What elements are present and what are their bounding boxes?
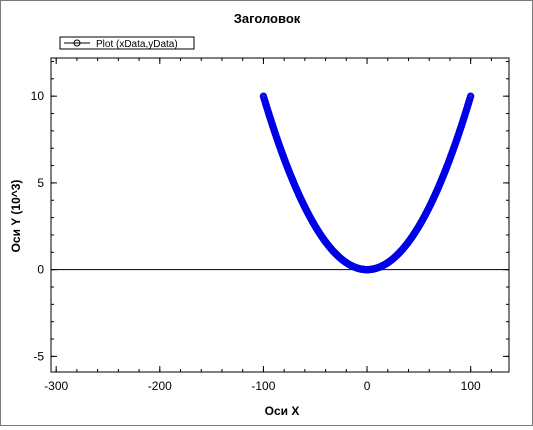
series-group xyxy=(259,92,475,274)
chart-title: Заголовок xyxy=(234,11,301,26)
y-tick-label: -5 xyxy=(33,349,44,363)
x-tick-label: 100 xyxy=(461,379,481,393)
x-tick-label: -300 xyxy=(44,379,68,393)
y-tick-label: 0 xyxy=(37,263,44,277)
legend-box xyxy=(59,36,195,50)
x-tick-label: -100 xyxy=(251,379,275,393)
legend-series-label: Plot (xData,yData) xyxy=(96,39,178,50)
x-axis-label: Оси X xyxy=(265,404,300,418)
legend: Plot (xData,yData) xyxy=(59,36,195,50)
y-axis-label: Оси Y (10^3) xyxy=(9,180,23,253)
plot-box xyxy=(50,57,510,373)
plot-area xyxy=(259,92,475,274)
legend-series-marker-icon xyxy=(73,39,81,47)
y-tick-label: 10 xyxy=(31,89,45,103)
axes: -300 -200 -100 0 100 -5 0 5 10 xyxy=(31,57,510,393)
data-point-marker xyxy=(467,92,475,100)
x-tick-label: 0 xyxy=(364,379,371,393)
x-tick-label: -200 xyxy=(148,379,172,393)
y-tick-label: 5 xyxy=(37,176,44,190)
